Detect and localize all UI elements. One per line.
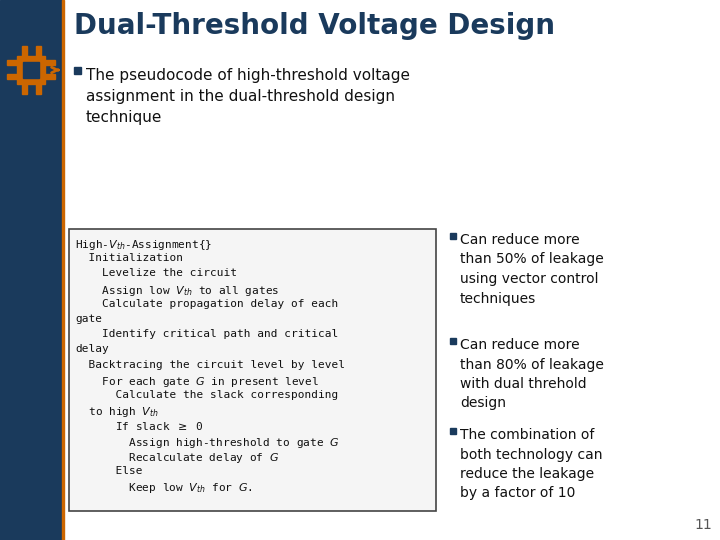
Text: Assign low $V_{th}$ to all gates: Assign low $V_{th}$ to all gates xyxy=(75,284,279,298)
Text: Keep low $V_{th}$ for $G$.: Keep low $V_{th}$ for $G$. xyxy=(75,481,253,495)
Bar xyxy=(45,60,55,65)
Text: 11: 11 xyxy=(694,518,712,532)
Bar xyxy=(23,62,39,78)
Text: Backtracing the circuit level by level: Backtracing the circuit level by level xyxy=(75,360,345,369)
FancyBboxPatch shape xyxy=(69,229,436,511)
Bar xyxy=(36,84,41,94)
Text: Dual-Threshold Voltage Design: Dual-Threshold Voltage Design xyxy=(74,12,555,40)
Text: The pseudocode of high-threshold voltage
assignment in the dual-threshold design: The pseudocode of high-threshold voltage… xyxy=(86,68,410,125)
Text: The combination of
both technology can
reduce the leakage
by a factor of 10: The combination of both technology can r… xyxy=(460,428,603,501)
Text: Can reduce more
than 80% of leakage
with dual threhold
design: Can reduce more than 80% of leakage with… xyxy=(460,338,604,410)
Text: Identify critical path and critical: Identify critical path and critical xyxy=(75,329,338,339)
Bar xyxy=(450,233,456,239)
Bar xyxy=(17,56,45,84)
Bar xyxy=(62,0,64,540)
Bar xyxy=(450,338,456,344)
Text: Levelize the circuit: Levelize the circuit xyxy=(75,268,237,279)
Bar xyxy=(450,428,456,434)
Text: delay: delay xyxy=(75,345,109,354)
Bar xyxy=(36,46,41,56)
Text: Else: Else xyxy=(75,466,143,476)
Text: gate: gate xyxy=(75,314,102,324)
Bar xyxy=(22,84,27,94)
Bar xyxy=(0,0,62,540)
Text: Initialization: Initialization xyxy=(75,253,183,263)
Text: Can reduce more
than 50% of leakage
using vector control
techniques: Can reduce more than 50% of leakage usin… xyxy=(460,233,604,306)
Text: For each gate $G$ in present level: For each gate $G$ in present level xyxy=(75,375,319,389)
Text: If slack $\geq$ 0: If slack $\geq$ 0 xyxy=(75,421,204,433)
Text: Calculate the slack corresponding: Calculate the slack corresponding xyxy=(75,390,338,400)
Text: High-$V_{th}$-Assignment{}: High-$V_{th}$-Assignment{} xyxy=(75,238,212,252)
Bar xyxy=(74,67,81,74)
Bar xyxy=(7,60,17,65)
Text: to high $V_{th}$: to high $V_{th}$ xyxy=(75,405,159,419)
Text: Calculate propagation delay of each: Calculate propagation delay of each xyxy=(75,299,338,309)
Text: Recalculate delay of $G$: Recalculate delay of $G$ xyxy=(75,451,279,465)
Bar xyxy=(45,74,55,79)
Bar xyxy=(22,46,27,56)
Text: Assign high-threshold to gate $G$: Assign high-threshold to gate $G$ xyxy=(75,436,340,450)
Bar xyxy=(7,74,17,79)
